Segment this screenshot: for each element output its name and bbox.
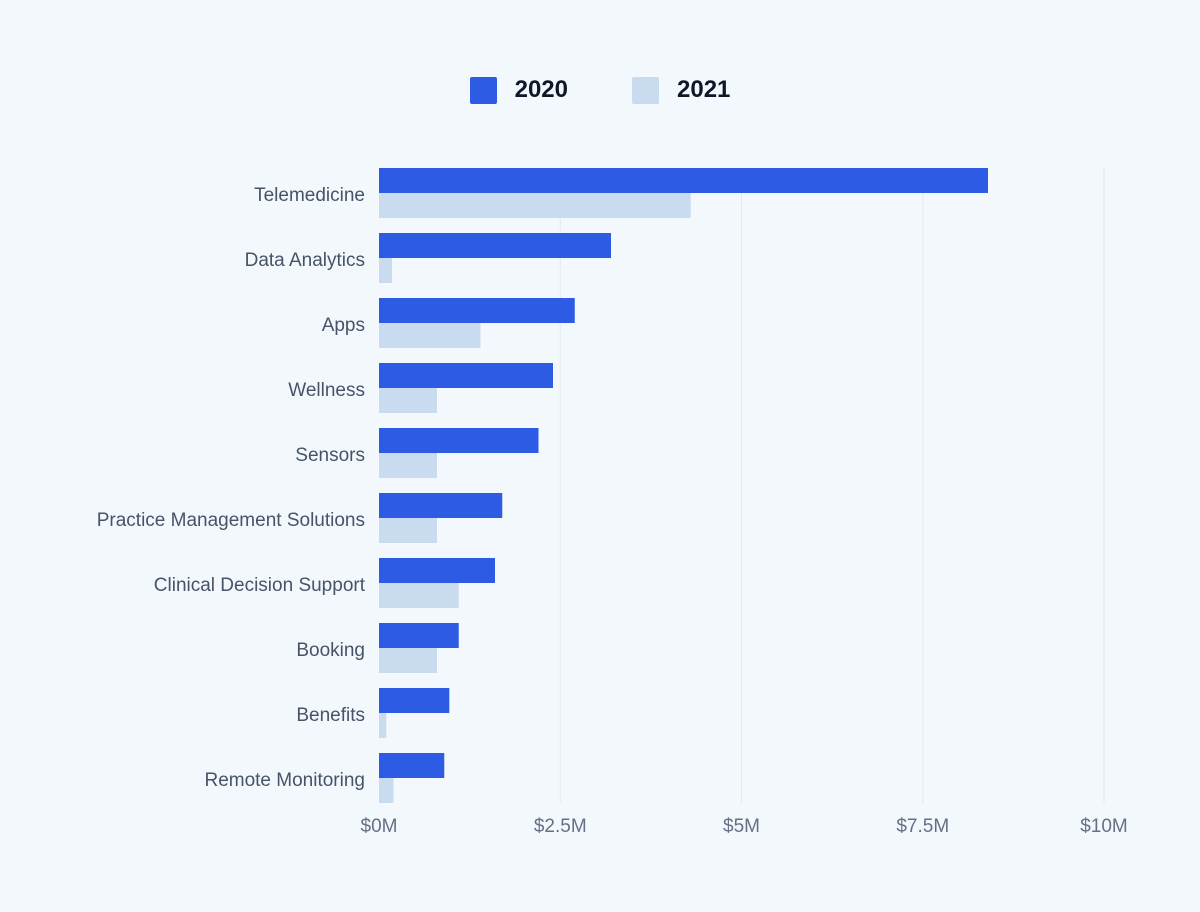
bar-2020 [379, 428, 539, 453]
bar-2021 [379, 193, 691, 218]
bar-2021 [379, 583, 459, 608]
bar-2021 [379, 258, 393, 283]
category-label: Telemedicine [254, 185, 365, 206]
category-label: Data Analytics [245, 250, 365, 271]
bar-2020 [379, 623, 459, 648]
bar-2020 [379, 753, 445, 778]
bar-2020 [379, 168, 988, 193]
bar-2021 [379, 518, 437, 543]
x-tick-label: $0M [361, 816, 398, 837]
bar-2020 [379, 363, 553, 388]
legend-label-2020: 2020 [514, 76, 568, 103]
bar-2021 [379, 323, 481, 348]
bar-2020 [379, 493, 503, 518]
legend-swatch-2020 [469, 76, 497, 104]
bar-2021 [379, 648, 437, 673]
x-tick-label: $5M [723, 816, 760, 837]
legend-item-2021: 2021 [632, 76, 730, 104]
legend: 2020 2021 [0, 76, 1200, 104]
category-label: Wellness [288, 380, 365, 401]
category-label: Booking [296, 640, 365, 661]
bar-2020 [379, 233, 611, 258]
category-label: Practice Management Solutions [97, 510, 365, 531]
x-tick-label: $2.5M [534, 816, 587, 837]
legend-item-2020: 2020 [469, 76, 568, 104]
bar-2020 [379, 558, 495, 583]
bar-2020 [379, 298, 575, 323]
category-label: Benefits [296, 705, 365, 726]
bar-2021 [379, 713, 387, 738]
category-label: Remote Monitoring [204, 770, 365, 791]
category-label: Apps [322, 315, 365, 336]
legend-label-2021: 2021 [677, 76, 731, 103]
bar-2021 [379, 778, 394, 803]
bar-2020 [379, 688, 450, 713]
x-tick-label: $7.5M [896, 816, 949, 837]
bar-2021 [379, 388, 437, 413]
bar-2021 [379, 453, 437, 478]
legend-swatch-2021 [632, 76, 659, 104]
category-label: Clinical Decision Support [154, 575, 366, 596]
category-label: Sensors [295, 445, 365, 466]
x-tick-label: $10M [1080, 816, 1128, 837]
